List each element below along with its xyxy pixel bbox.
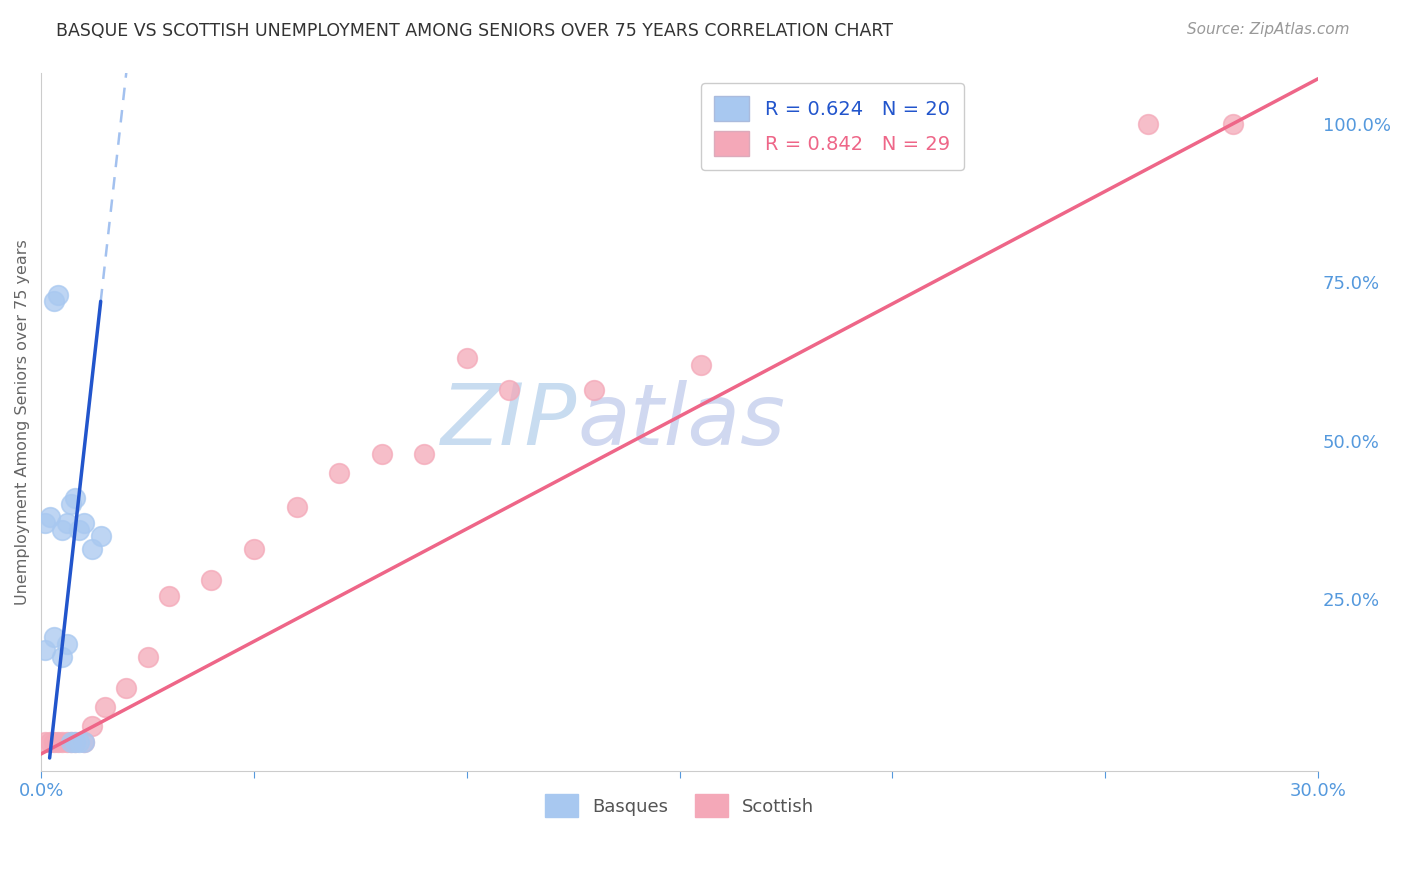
Point [73, 516, 96, 531]
Point [1136, 117, 1159, 131]
Point [413, 446, 436, 460]
Point [51, 735, 73, 749]
Point [38, 735, 60, 749]
Point [67, 523, 90, 537]
Point [34, 735, 56, 749]
Point [67, 735, 90, 749]
Point [63, 735, 86, 749]
Point [63, 491, 86, 505]
Point [46, 735, 69, 749]
Point [94, 700, 117, 714]
Point [59, 735, 82, 749]
Point [34, 643, 56, 657]
Point [73, 735, 96, 749]
Point [690, 358, 713, 372]
Point [59, 735, 82, 749]
Point [200, 574, 222, 588]
Point [370, 446, 392, 460]
Point [73, 735, 96, 749]
Legend: Basques, Scottish: Basques, Scottish [538, 787, 821, 824]
Point [46, 288, 69, 302]
Point [42, 631, 65, 645]
Point [55, 637, 77, 651]
Point [42, 294, 65, 309]
Point [82, 719, 104, 733]
Point [55, 516, 77, 531]
Point [90, 529, 112, 543]
Point [51, 523, 73, 537]
Text: Source: ZipAtlas.com: Source: ZipAtlas.com [1187, 22, 1350, 37]
Point [924, 117, 946, 131]
Point [243, 541, 266, 556]
Point [55, 735, 77, 749]
Point [38, 510, 60, 524]
Point [115, 681, 138, 696]
Text: ZIP: ZIP [441, 380, 578, 463]
Point [285, 500, 308, 515]
Point [1222, 117, 1244, 131]
Point [63, 735, 86, 749]
Point [583, 383, 606, 397]
Point [860, 117, 883, 131]
Y-axis label: Unemployment Among Seniors over 75 years: Unemployment Among Seniors over 75 years [15, 239, 30, 605]
Point [498, 383, 520, 397]
Point [59, 497, 82, 511]
Point [754, 117, 776, 131]
Point [328, 466, 350, 480]
Text: BASQUE VS SCOTTISH UNEMPLOYMENT AMONG SENIORS OVER 75 YEARS CORRELATION CHART: BASQUE VS SCOTTISH UNEMPLOYMENT AMONG SE… [56, 22, 893, 40]
Point [456, 351, 478, 366]
Point [42, 735, 65, 749]
Point [157, 589, 180, 603]
Point [34, 516, 56, 531]
Point [136, 649, 159, 664]
Text: atlas: atlas [578, 380, 786, 463]
Point [51, 649, 73, 664]
Point [82, 541, 104, 556]
